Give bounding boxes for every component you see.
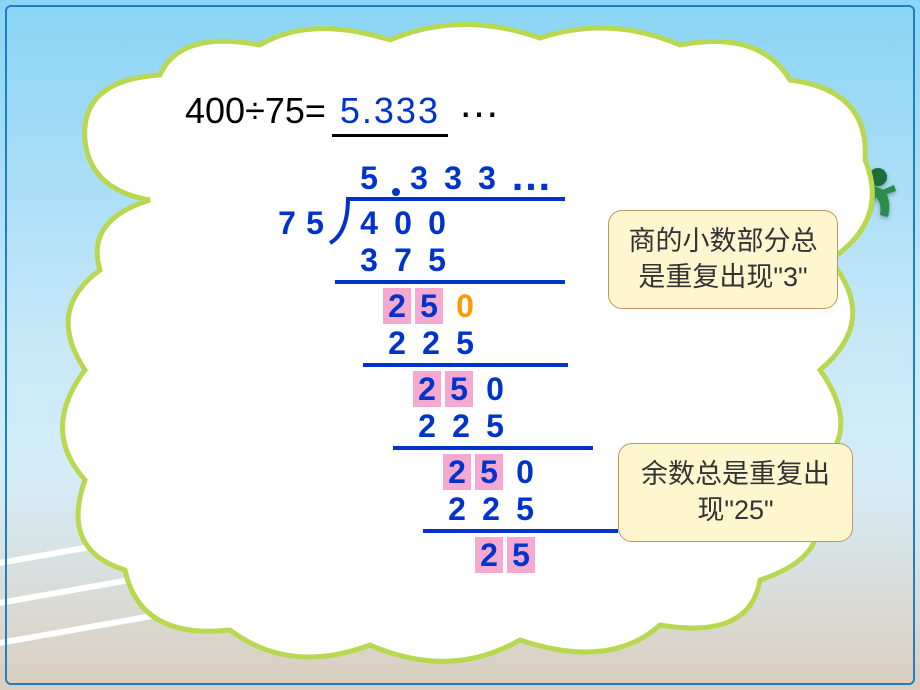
step-digit: 2 xyxy=(443,491,471,527)
subtraction-line xyxy=(393,446,593,450)
brought-down-digit: 0 xyxy=(451,288,479,324)
quotient-digit: 3 xyxy=(439,160,467,196)
equation-answer: 5.333 xyxy=(332,90,448,137)
brought-down-digit: 0 xyxy=(481,371,509,407)
callout-quotient-repeat: 商的小数部分总是重复出现"3" xyxy=(608,210,838,309)
remainder-digit-highlighted: 2 xyxy=(475,537,503,573)
step-digit: 2 xyxy=(413,408,441,444)
remainder-digit-highlighted: 5 xyxy=(415,288,443,324)
divisor-digit: 7 xyxy=(273,205,301,241)
callout-remainder-repeat: 余数总是重复出现"25" xyxy=(618,443,853,542)
remainder-digit-highlighted: 2 xyxy=(383,288,411,324)
step-digit: 5 xyxy=(481,408,509,444)
step-digit: 2 xyxy=(417,325,445,361)
quotient-ellipsis: … xyxy=(510,152,557,200)
quotient-decimal-point xyxy=(392,188,400,196)
divisor-digit: 5 xyxy=(301,205,329,241)
equation-ellipsis: … xyxy=(458,79,504,127)
math-content: 400÷75= 5.333 … 5 3 3 3 … 7 5 4 0 0 3 7 … xyxy=(0,0,920,690)
remainder-digit-highlighted: 2 xyxy=(413,371,441,407)
step-digit: 5 xyxy=(451,325,479,361)
subtraction-line xyxy=(363,363,568,367)
remainder-digit-highlighted: 2 xyxy=(443,454,471,490)
quotient-digit: 3 xyxy=(405,160,433,196)
step-digit: 7 xyxy=(389,242,417,278)
step-digit: 3 xyxy=(355,242,383,278)
dividend-digit: 4 xyxy=(355,205,383,241)
quotient-digit: 5 xyxy=(355,160,383,196)
dividend-digit: 0 xyxy=(423,205,451,241)
long-division: 5 3 3 3 … 7 5 4 0 0 3 7 5 2 5 0 2 2 5 2 xyxy=(275,160,595,650)
remainder-digit-highlighted: 5 xyxy=(445,371,473,407)
dividend-digit: 0 xyxy=(389,205,417,241)
remainder-digit-highlighted: 5 xyxy=(507,537,535,573)
step-digit: 5 xyxy=(423,242,451,278)
subtraction-line xyxy=(335,280,565,284)
step-digit: 2 xyxy=(447,408,475,444)
remainder-digit-highlighted: 5 xyxy=(475,454,503,490)
equation: 400÷75= 5.333 … xyxy=(185,85,504,137)
step-digit: 5 xyxy=(511,491,539,527)
quotient-digit: 3 xyxy=(473,160,501,196)
step-digit: 2 xyxy=(383,325,411,361)
equation-lhs: 400÷75= xyxy=(185,90,326,132)
brought-down-digit: 0 xyxy=(511,454,539,490)
step-digit: 2 xyxy=(477,491,505,527)
subtraction-line xyxy=(423,529,618,533)
